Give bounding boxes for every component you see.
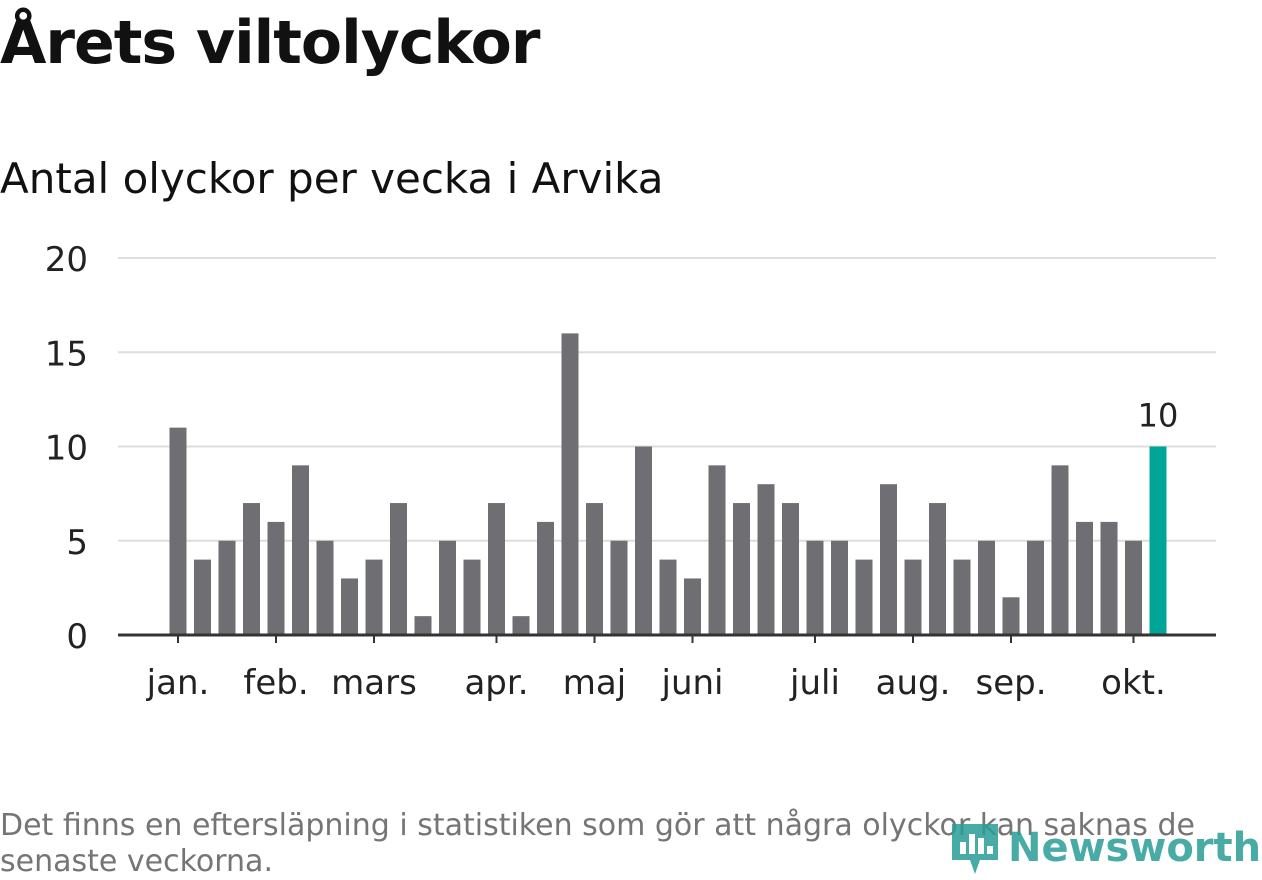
- x-tick-label: feb.: [243, 663, 308, 703]
- bar: [904, 559, 922, 635]
- x-tick-label: sep.: [975, 663, 1046, 703]
- data-labels: 10: [1138, 397, 1179, 435]
- bar: [953, 559, 971, 635]
- bar: [1125, 540, 1142, 635]
- y-tick-label: 15: [45, 334, 88, 374]
- bar: [684, 578, 701, 635]
- bar: [218, 540, 236, 635]
- bar: [782, 503, 799, 635]
- bar: [341, 578, 358, 635]
- newsworthy-logo-text: Newsworthy: [1008, 825, 1262, 871]
- bar: [512, 616, 530, 635]
- bar: [610, 540, 628, 635]
- y-tick-label: 20: [45, 240, 88, 280]
- chart-subtitle: Antal olyckor per vecka i Arvika: [0, 154, 664, 203]
- bar: [806, 540, 824, 635]
- bar: [1076, 521, 1093, 635]
- x-tick-label: okt.: [1101, 663, 1166, 703]
- x-tick-label: aug.: [876, 663, 951, 703]
- bar: [1002, 597, 1020, 635]
- bar: [169, 427, 187, 635]
- y-tick-label: 0: [66, 617, 88, 657]
- bar: [708, 465, 726, 635]
- bar: [316, 540, 334, 635]
- bar: [243, 503, 260, 635]
- x-tick-label: juni: [661, 663, 724, 703]
- newsworthy-logo-icon: [952, 824, 998, 874]
- bar: [267, 521, 285, 635]
- grid-lines: [118, 257, 1216, 542]
- bar: [1051, 465, 1069, 635]
- bar: [414, 616, 432, 635]
- x-tick-label: maj: [563, 663, 626, 703]
- bar: [194, 559, 211, 635]
- bar: [733, 503, 750, 635]
- x-tick-label: juli: [789, 663, 840, 703]
- bar: [929, 503, 946, 635]
- x-tick-label: mars: [331, 663, 417, 703]
- bar: [537, 521, 554, 635]
- bar: [365, 559, 383, 635]
- y-tick-label: 5: [66, 523, 88, 563]
- bar: [659, 559, 677, 635]
- bars: [169, 333, 1167, 635]
- bar: [488, 503, 505, 635]
- x-tick-label: jan.: [146, 663, 210, 703]
- bar: [292, 465, 309, 635]
- page-title: Årets viltolyckor: [0, 8, 540, 78]
- bar: [463, 559, 481, 635]
- highlight-bar: [1149, 446, 1167, 635]
- bar: [978, 540, 995, 635]
- bar: [635, 446, 652, 635]
- bar: [880, 484, 897, 635]
- newsworthy-logo: Newsworthy: [950, 818, 1262, 878]
- y-axis-ticks: 0 5 10 15 20: [45, 240, 88, 657]
- data-label: 10: [1138, 397, 1179, 435]
- x-axis-ticks: jan. feb. mars apr. maj juni juli aug. sep. okt.: [146, 635, 1166, 703]
- x-tick-label: apr.: [464, 663, 528, 703]
- bar: [586, 503, 603, 635]
- bar: [855, 559, 873, 635]
- bar: [1100, 521, 1118, 635]
- bar: [390, 503, 407, 635]
- bar-chart: 0 5 10 15 20 jan. feb. mars apr. maj juni juli aug.…: [45, 240, 1216, 703]
- bar: [1027, 540, 1044, 635]
- y-tick-label: 10: [45, 429, 88, 469]
- bar: [561, 333, 579, 635]
- bar: [757, 484, 775, 635]
- bar: [439, 540, 456, 635]
- bar: [831, 540, 848, 635]
